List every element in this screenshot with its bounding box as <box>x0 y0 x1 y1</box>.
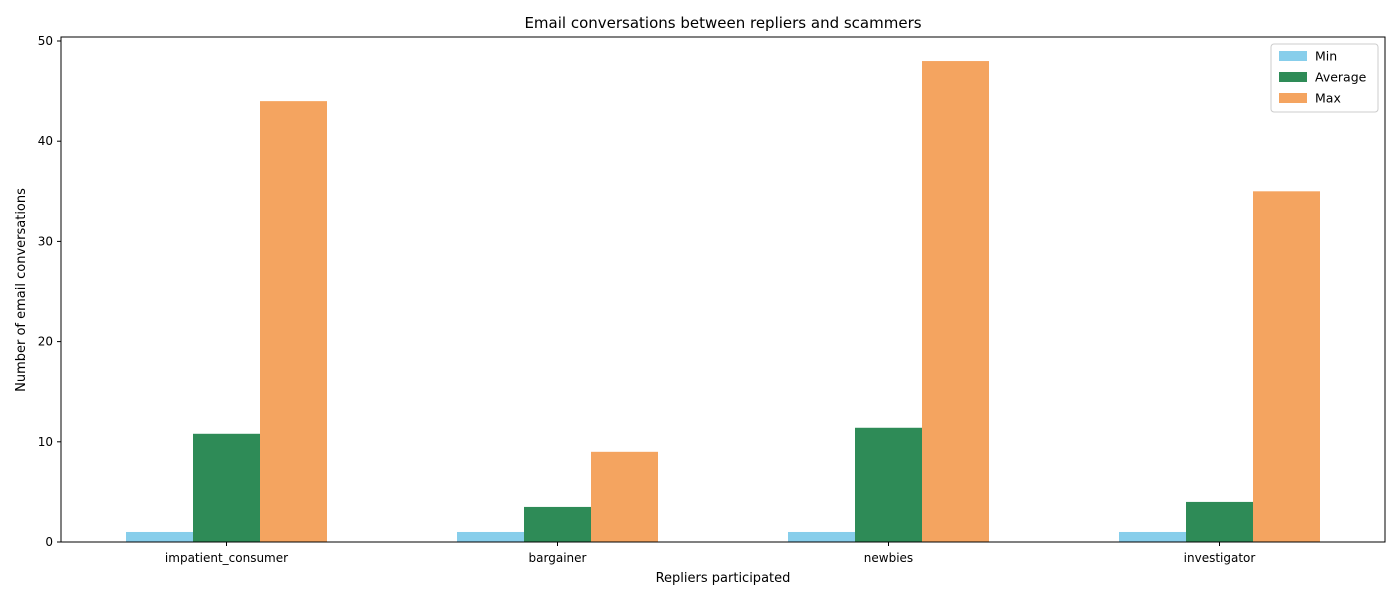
bar-average-newbies <box>855 427 922 542</box>
bars-group <box>126 61 1320 543</box>
bar-average-investigator <box>1186 501 1253 542</box>
legend: Min Average Max <box>1270 43 1379 113</box>
x-tick-label: impatient_consumer <box>165 551 288 565</box>
x-tick-label: investigator <box>1184 551 1256 565</box>
x-axis-label: Repliers participated <box>656 571 791 586</box>
bar-max-newbies <box>922 61 989 543</box>
bar-max-bargainer <box>591 451 658 542</box>
legend-label-min: Min <box>1315 49 1337 64</box>
bar-max-investigator <box>1253 191 1320 542</box>
legend-swatch-min <box>1279 51 1307 61</box>
legend-swatch-average <box>1279 72 1307 82</box>
y-tick-label: 30 <box>38 234 53 248</box>
y-tick-label: 0 <box>45 535 53 549</box>
legend-label-average: Average <box>1315 70 1367 85</box>
legend-label-max: Max <box>1315 91 1341 106</box>
bar-min-investigator <box>1119 531 1186 542</box>
y-axis: 0 10 20 30 40 50 <box>38 34 61 549</box>
y-tick-label: 20 <box>38 335 53 349</box>
bar-min-impatient_consumer <box>126 531 193 542</box>
y-tick-label: 50 <box>38 34 53 48</box>
bar-average-impatient_consumer <box>193 433 260 542</box>
bar-min-newbies <box>788 531 855 542</box>
bar-min-bargainer <box>457 531 524 542</box>
y-tick-label: 10 <box>38 435 53 449</box>
y-axis-label: Number of email conversations <box>14 188 29 392</box>
y-tick-label: 40 <box>38 134 53 148</box>
bar-max-impatient_consumer <box>260 101 327 542</box>
x-tick-label: bargainer <box>529 551 587 565</box>
legend-swatch-max <box>1279 93 1307 103</box>
x-tick-label: newbies <box>864 551 913 565</box>
chart-title: Email conversations between repliers and… <box>524 14 921 32</box>
bar-average-bargainer <box>524 506 591 542</box>
plot-frame <box>60 36 1386 543</box>
x-axis: impatient_consumer bargainer newbies invest… <box>165 542 1255 565</box>
